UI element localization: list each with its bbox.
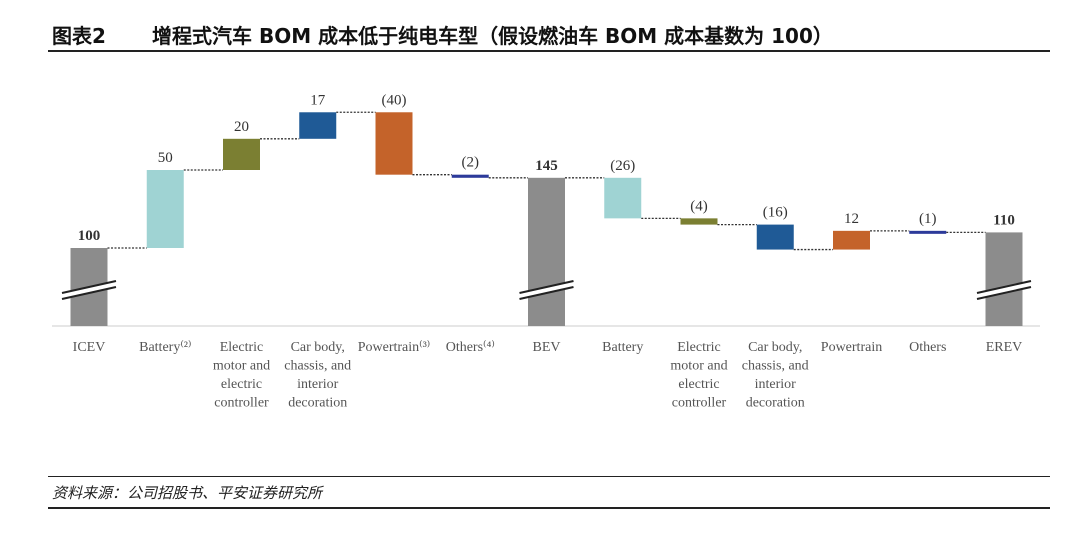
category-label: electric (221, 377, 262, 392)
category-label: Battery⁽²⁾ (139, 340, 191, 355)
delta-bar-powertrain (833, 230, 870, 250)
data-label: 12 (844, 211, 859, 227)
category-label: motor and (213, 359, 270, 374)
data-label: 145 (535, 158, 558, 174)
delta-bar-others (909, 230, 947, 234)
category-label: interior (755, 377, 797, 392)
category-label: decoration (746, 396, 805, 411)
data-label: (4) (690, 198, 708, 214)
category-label: EREV (986, 340, 1023, 355)
category-label: Battery (602, 340, 643, 355)
category-label: motor and (670, 359, 727, 374)
axis-break-line (519, 280, 574, 294)
category-label: BEV (533, 340, 561, 355)
delta-bar-others (451, 174, 489, 178)
data-label: (1) (919, 211, 937, 227)
data-label: 100 (78, 228, 101, 244)
category-label: ICEV (73, 340, 106, 355)
category-label: electric (678, 377, 719, 392)
category-label: interior (297, 377, 339, 392)
data-label: (16) (763, 205, 788, 221)
delta-bar-powertrain (375, 112, 413, 175)
category-label: chassis, and (742, 359, 809, 374)
data-label: 17 (310, 92, 326, 108)
delta-bar-motor (223, 138, 260, 170)
axis-break-gap (519, 281, 574, 299)
category-label: controller (672, 396, 727, 411)
figure-number: 图表2 (52, 24, 106, 48)
axis-break-line (976, 286, 1032, 300)
delta-bar-battery (146, 170, 184, 248)
source-text: 资料来源：公司招股书、平安证券研究所 (52, 484, 323, 502)
category-label: Others⁽⁴⁾ (446, 340, 495, 355)
delta-bar-battery (604, 177, 642, 219)
delta-bar-body (299, 112, 337, 139)
axis-break-line (519, 286, 574, 300)
data-label: (26) (610, 158, 635, 174)
category-label: controller (214, 396, 269, 411)
category-label: Car body, (291, 340, 345, 355)
category-label: Electric (220, 340, 264, 355)
category-label: Powertrain (821, 340, 882, 355)
delta-bar-body (756, 224, 794, 250)
axis-break-line (61, 286, 117, 300)
data-label: 110 (993, 212, 1015, 228)
axis-break-line (976, 280, 1032, 294)
category-label: Others (909, 340, 946, 355)
category-label: chassis, and (284, 359, 351, 374)
figure-title-bar: 图表2 增程式汽车 BOM 成本低于纯电车型（假设燃油车 BOM 成本基数为 1… (48, 14, 1050, 52)
delta-bar-motor (680, 218, 718, 225)
axis-break-gap (62, 281, 116, 299)
data-label: (2) (462, 155, 480, 171)
category-label: decoration (288, 396, 347, 411)
total-bar (528, 177, 565, 326)
source-note: 资料来源：公司招股书、平安证券研究所 (48, 476, 1050, 509)
category-label: Electric (677, 340, 721, 355)
data-label: 20 (234, 119, 249, 135)
figure-title: 增程式汽车 BOM 成本低于纯电车型（假设燃油车 BOM 成本基数为 100） (152, 24, 833, 48)
total-bar (985, 232, 1023, 326)
category-label: Car body, (748, 340, 802, 355)
data-label: 50 (158, 150, 173, 166)
category-label: Powertrain⁽³⁾ (358, 340, 431, 355)
axis-break-gap (977, 281, 1031, 299)
data-label: (40) (382, 92, 407, 108)
axis-break-line (61, 280, 117, 294)
